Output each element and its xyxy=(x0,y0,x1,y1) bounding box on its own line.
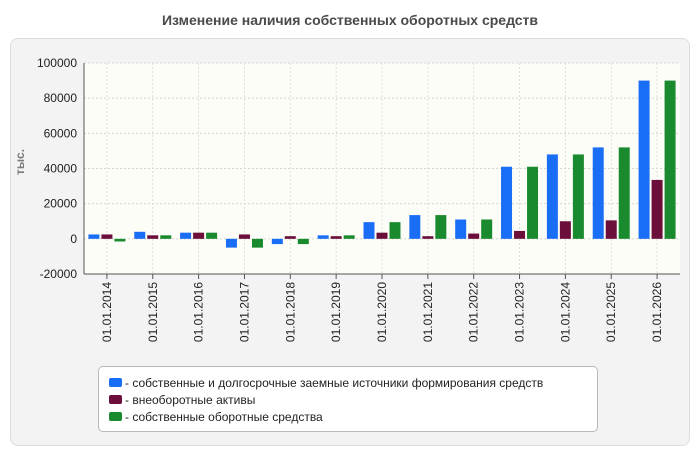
x-tick-label: 01.01.2016 xyxy=(192,282,206,342)
x-tick-label: 01.01.2014 xyxy=(100,282,114,342)
x-tick-label: 01.01.2023 xyxy=(513,282,527,342)
bar xyxy=(605,220,617,239)
y-tick-label: -20000 xyxy=(40,267,78,281)
y-tick-label: 0 xyxy=(70,232,77,246)
bar xyxy=(225,238,237,248)
legend-item: - собственные оборотные средства xyxy=(109,408,597,425)
bar xyxy=(651,179,663,239)
legend-swatch xyxy=(109,412,122,421)
bar xyxy=(618,147,630,239)
bar xyxy=(297,238,309,245)
bar xyxy=(501,166,513,239)
y-tick-label: 100000 xyxy=(37,56,77,70)
bar xyxy=(271,238,283,245)
x-tick-label: 01.01.2025 xyxy=(604,282,618,342)
bar xyxy=(180,232,192,239)
y-tick-label: 60000 xyxy=(44,126,78,140)
chart-title: Изменение наличия собственных оборотных … xyxy=(161,12,539,28)
bar xyxy=(251,238,263,248)
x-tick-label: 01.01.2024 xyxy=(558,282,572,342)
y-tick-label: 40000 xyxy=(44,162,78,176)
x-tick-label: 01.01.2021 xyxy=(421,282,435,342)
bar xyxy=(638,80,650,239)
bar xyxy=(481,219,493,239)
x-tick-label: 01.01.2026 xyxy=(650,282,664,342)
legend-swatch xyxy=(109,378,122,387)
bar xyxy=(664,80,676,239)
x-tick-label: 01.01.2015 xyxy=(146,282,160,342)
bar xyxy=(206,232,218,239)
bar xyxy=(422,236,434,239)
x-tick-label: 01.01.2017 xyxy=(237,282,251,342)
legend: - собственные и долгосрочные заемные ист… xyxy=(98,366,598,432)
bar xyxy=(468,233,480,239)
bar xyxy=(363,222,375,239)
legend-item: - собственные и долгосрочные заемные ист… xyxy=(109,374,597,391)
bar xyxy=(559,221,571,239)
x-tick-label: 01.01.2019 xyxy=(329,282,343,342)
bar xyxy=(389,222,401,239)
bar xyxy=(193,232,205,239)
bar xyxy=(455,219,467,239)
bar xyxy=(160,235,172,239)
bar xyxy=(409,215,421,239)
bar xyxy=(330,236,342,239)
bar xyxy=(88,234,100,239)
bar xyxy=(101,234,113,239)
bar xyxy=(147,235,159,239)
bar xyxy=(572,154,584,239)
bar xyxy=(343,235,355,239)
y-tick-label: 20000 xyxy=(44,197,78,211)
legend-label: - собственные и долгосрочные заемные ист… xyxy=(125,375,544,390)
bar xyxy=(284,236,296,239)
bar xyxy=(546,154,558,239)
bar xyxy=(238,234,250,239)
bar xyxy=(376,232,388,239)
bar xyxy=(435,215,447,239)
legend-label: - собственные оборотные средства xyxy=(125,409,323,424)
bar xyxy=(317,235,329,239)
legend-item: - внеоборотные активы xyxy=(109,391,597,408)
y-tick-label: 80000 xyxy=(44,91,78,105)
x-tick-label: 01.01.2022 xyxy=(467,282,481,342)
bar xyxy=(134,231,146,239)
bar xyxy=(527,166,539,239)
x-tick-label: 01.01.2018 xyxy=(283,282,297,342)
legend-label: - внеоборотные активы xyxy=(125,392,256,407)
y-axis-title: тыс. xyxy=(13,149,27,175)
x-tick-label: 01.01.2020 xyxy=(375,282,389,342)
legend-swatch xyxy=(109,395,122,404)
bar xyxy=(114,238,126,242)
bar xyxy=(514,230,526,239)
bar xyxy=(592,147,604,239)
